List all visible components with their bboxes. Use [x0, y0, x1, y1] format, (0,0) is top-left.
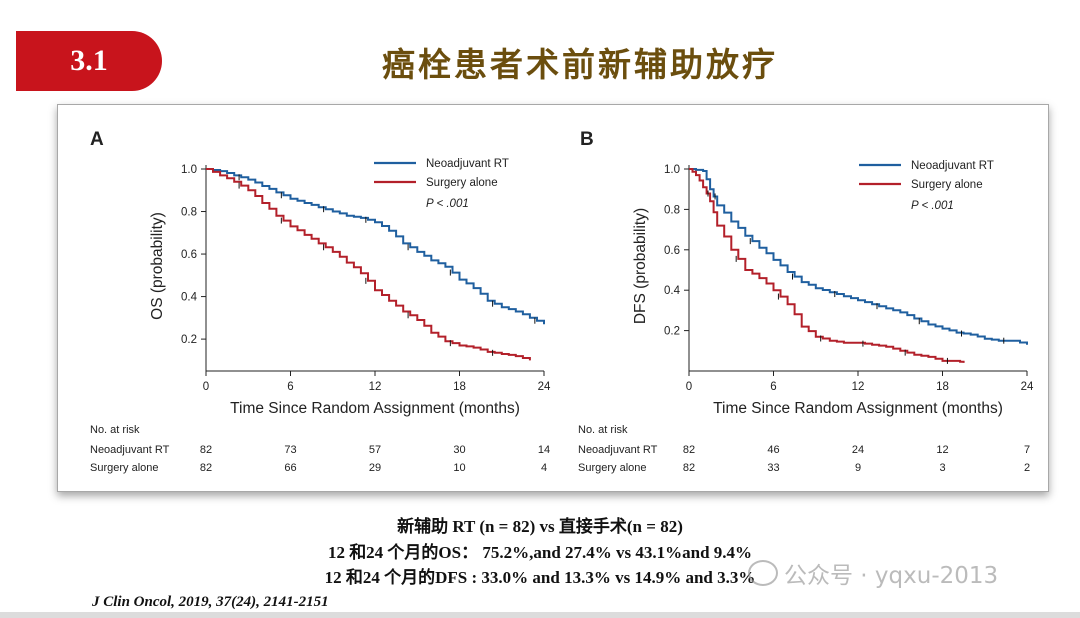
- risk-value: 57: [369, 444, 381, 456]
- y-tick-label: 0.6: [664, 245, 680, 257]
- risk-value: 82: [683, 462, 695, 474]
- risk-value: 82: [200, 462, 212, 474]
- series-line-neoadjuvant-rt: [689, 168, 1028, 345]
- series-line-surgery-alone: [206, 168, 531, 361]
- risk-value: 2: [1024, 462, 1030, 474]
- y-tick-label: 0.8: [664, 204, 680, 216]
- wechat-icon: [748, 560, 778, 586]
- risk-value: 29: [369, 462, 381, 474]
- legend-entry: Surgery alone: [911, 179, 983, 191]
- risk-value: 73: [284, 444, 296, 456]
- risk-value: 82: [200, 444, 212, 456]
- caption-line-3: 12 和24 个月的DFS : 33.0% and 13.3% vs 14.9%…: [324, 568, 756, 587]
- y-tick-label: 0.2: [664, 326, 680, 338]
- y-tick-label: 0.8: [181, 207, 197, 219]
- panel-label: B: [580, 129, 594, 150]
- y-tick-label: 1.0: [664, 164, 680, 176]
- section-number: 3.1: [70, 44, 108, 77]
- section-badge: 3.1: [16, 31, 162, 91]
- legend-pvalue: P < .001: [911, 200, 954, 212]
- watermark-text: 公众号 · yqxu-2013: [784, 563, 999, 589]
- risk-value: 30: [453, 444, 465, 456]
- x-tick-label: 0: [686, 381, 692, 393]
- risk-value: 24: [852, 444, 864, 456]
- risk-row-label: Neoadjuvant RT: [90, 444, 170, 456]
- citation: J Clin Oncol, 2019, 37(24), 2141-2151: [92, 594, 329, 610]
- y-axis-label: OS (probability): [149, 212, 166, 320]
- x-tick-label: 24: [1021, 381, 1034, 393]
- risk-value: 82: [683, 444, 695, 456]
- risk-value: 7: [1024, 444, 1030, 456]
- risk-table-header: No. at risk: [90, 424, 140, 436]
- panel-label: A: [90, 129, 104, 150]
- km-figure: A 0.2 0.4 0.6 0.8 1.0 0 6 12 18 24 Time Since Rando…: [57, 104, 1049, 492]
- x-axis-label: Time Since Random Assignment (months): [230, 400, 520, 417]
- x-tick-label: 6: [287, 381, 293, 393]
- y-tick-label: 0.4: [181, 292, 198, 304]
- watermark: 公众号 · yqxu-2013: [748, 556, 998, 590]
- risk-value: 33: [767, 462, 779, 474]
- series-line-surgery-alone: [689, 168, 965, 363]
- risk-value: 66: [284, 462, 296, 474]
- y-tick-label: 0.2: [181, 334, 197, 346]
- y-tick-label: 0.6: [181, 249, 197, 261]
- risk-value: 10: [453, 462, 465, 474]
- x-tick-label: 12: [852, 381, 865, 393]
- caption-line-2: 12 和24 个月的OS： 75.2%,and 27.4% vs 43.1%an…: [327, 543, 753, 562]
- x-axis-label: Time Since Random Assignment (months): [713, 400, 1003, 417]
- legend-entry: Surgery alone: [426, 177, 498, 189]
- risk-value: 3: [939, 462, 945, 474]
- bottom-bar: [0, 612, 1080, 618]
- risk-value: 4: [541, 462, 547, 474]
- x-tick-label: 12: [369, 381, 382, 393]
- series-line-neoadjuvant-rt: [206, 168, 545, 325]
- risk-row-label: Surgery alone: [578, 462, 647, 474]
- risk-row-label: Neoadjuvant RT: [578, 444, 658, 456]
- risk-value: 9: [855, 462, 861, 474]
- legend-entry: Neoadjuvant RT: [911, 160, 994, 172]
- x-tick-label: 18: [936, 381, 949, 393]
- risk-row-label: Surgery alone: [90, 462, 159, 474]
- x-tick-label: 0: [203, 381, 209, 393]
- risk-table-header: No. at risk: [578, 424, 628, 436]
- caption-line-1: 新辅助 RT (n = 82) vs 直接手术(n = 82): [397, 517, 683, 536]
- x-tick-label: 24: [538, 381, 551, 393]
- slide-title: 癌栓患者术前新辅助放疗: [382, 45, 778, 84]
- y-tick-label: 0.4: [664, 285, 681, 297]
- y-axis-label: DFS (probability): [632, 208, 649, 324]
- y-tick-label: 1.0: [181, 164, 197, 176]
- legend-pvalue: P < .001: [426, 198, 469, 210]
- legend-entry: Neoadjuvant RT: [426, 158, 509, 170]
- x-tick-label: 18: [453, 381, 466, 393]
- risk-value: 14: [538, 444, 550, 456]
- risk-value: 46: [767, 444, 779, 456]
- x-tick-label: 6: [770, 381, 776, 393]
- risk-value: 12: [936, 444, 948, 456]
